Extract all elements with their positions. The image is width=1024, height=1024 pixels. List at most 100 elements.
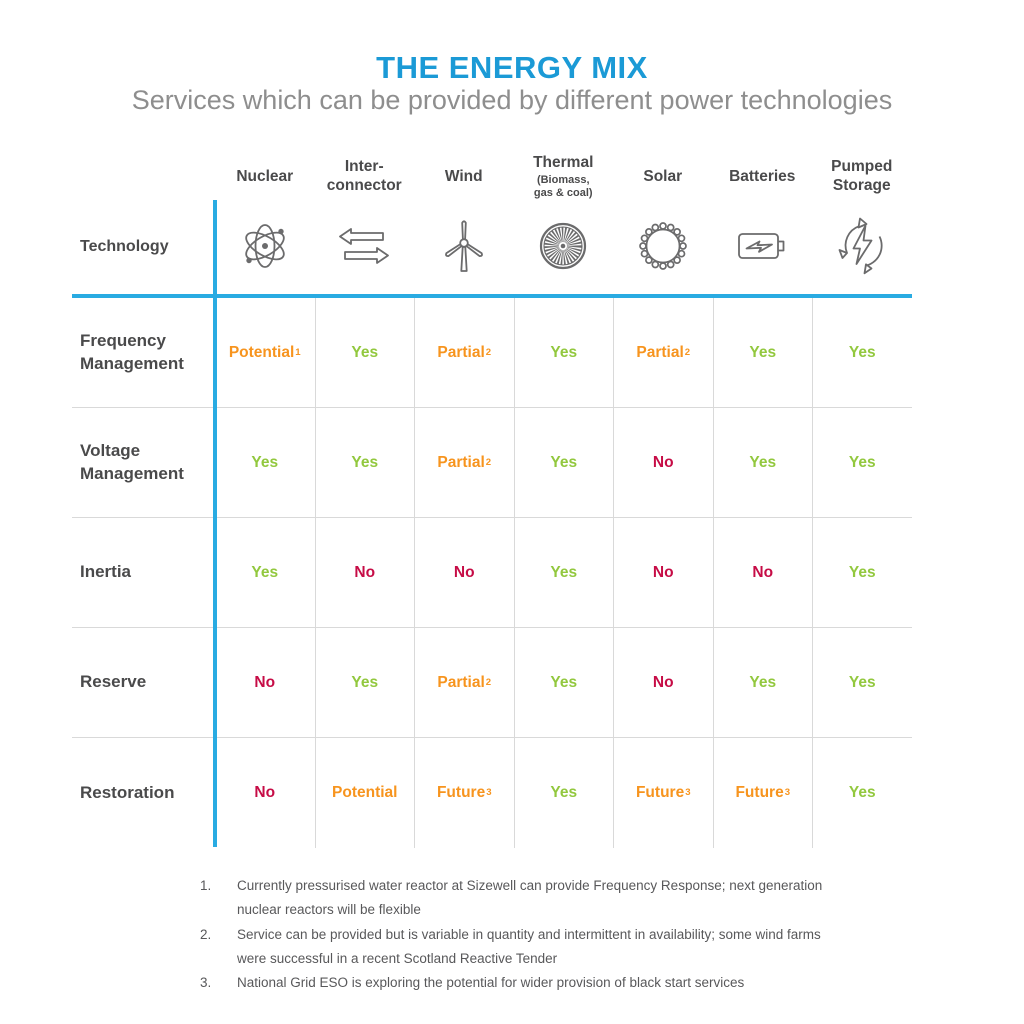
cell-value: Yes: [749, 673, 777, 691]
cell-value: Partial: [636, 343, 684, 361]
cell-inertia-solar: No: [613, 518, 713, 628]
cell-inertia-wind: No: [414, 518, 514, 628]
cell-value: Yes: [749, 453, 777, 471]
sun-icon: [638, 222, 687, 270]
cell-voltage-management-thermal: Yes: [513, 408, 613, 518]
row-label-voltage-management: Voltage Management: [72, 408, 215, 518]
cell-restoration-solar: Future 3: [613, 738, 713, 848]
column-icon-box: [233, 206, 297, 294]
battery-icon: [738, 233, 785, 259]
column-header-text: Thermal (Biomass, gas & coal): [533, 148, 593, 206]
page-title: THE ENERGY MIX: [376, 50, 648, 85]
cell-value: Future: [436, 784, 486, 801]
row-label-inertia: Inertia: [72, 518, 215, 628]
cell-restoration-thermal: Yes: [513, 738, 614, 848]
cell-value: Future: [735, 784, 784, 801]
footnote-number: 3.: [200, 975, 212, 991]
column-header-text: Inter- connector: [327, 148, 402, 206]
column-header-pumped-storage: Pumped Storage: [812, 140, 912, 298]
column-header-inter-connector: Inter- connector: [314, 140, 414, 298]
column-icon-box: [531, 206, 595, 294]
row-label-reserve: Reserve: [72, 628, 215, 738]
cell-reserve-pumped-storage: Yes: [812, 628, 912, 738]
cell-inertia-batteries: No: [712, 518, 812, 628]
column-subtitle: (Biomass, gas & coal): [533, 174, 593, 200]
cell-value: Partial: [437, 343, 485, 361]
cell-value: Yes: [550, 453, 578, 471]
cell-frequency-management-batteries: Yes: [712, 298, 812, 408]
cell-voltage-management-nuclear: Yes: [215, 408, 315, 518]
cell-value: Yes: [251, 453, 279, 471]
footnote-text: National Grid ESO is exploring the poten…: [237, 975, 745, 991]
cell-inertia-nuclear: Yes: [215, 518, 315, 628]
column-icon-box: [730, 206, 794, 294]
cell-frequency-management-solar: Partial 2: [613, 298, 713, 408]
cell-frequency-management-wind: Partial 2: [414, 298, 514, 408]
cell-frequency-management-nuclear: Potential 1: [215, 298, 315, 408]
column-icon-box: [631, 206, 695, 294]
atom-icon: [245, 224, 285, 268]
cell-reserve-inter-connector: Yes: [314, 628, 414, 738]
cell-value: No: [254, 784, 276, 801]
cell-value: Yes: [848, 343, 876, 361]
column-icon-box: [432, 206, 496, 294]
cell-inertia-pumped-storage: Yes: [812, 518, 912, 628]
column-header-nuclear: Nuclear: [215, 140, 315, 298]
cell-value: Yes: [351, 343, 379, 361]
column-icon-box: [830, 206, 894, 294]
cell-value: No: [752, 563, 774, 581]
cell-voltage-management-inter-connector: Yes: [314, 408, 414, 518]
row-label-frequency-management: Frequency Management: [72, 298, 215, 408]
cell-frequency-management-pumped-storage: Yes: [812, 298, 912, 408]
column-icon-box: [332, 206, 396, 294]
energy-services-table: Technology Nuclear Inter- connector Wind …: [72, 140, 913, 848]
cell-voltage-management-wind: Partial 2: [414, 408, 514, 518]
cell-frequency-management-inter-connector: Yes: [314, 298, 414, 408]
footnote-number: 2.: [200, 926, 212, 942]
column-header-thermal: Thermal (Biomass, gas & coal): [513, 140, 613, 298]
page-subtitle: Services which can be provided by differ…: [131, 85, 893, 115]
footnote-text: Service can be provided but is variable …: [237, 926, 821, 966]
column-header-text: Solar: [643, 148, 682, 206]
column-title: Thermal: [533, 153, 594, 171]
vertical-accent-line: [213, 200, 217, 847]
cell-value: No: [453, 563, 475, 581]
table-grid: Technology Nuclear Inter- connector Wind …: [72, 140, 913, 848]
cell-value: Yes: [848, 673, 876, 691]
footnote-text: Currently pressurised water reactor at S…: [237, 878, 823, 918]
cell-reserve-batteries: Yes: [712, 628, 812, 738]
cell-value: Potential: [332, 784, 398, 801]
column-header-text: Wind: [445, 148, 483, 206]
cell-frequency-management-thermal: Yes: [513, 298, 613, 408]
cell-restoration-inter-connector: Potential: [314, 738, 415, 848]
cell-value: No: [652, 563, 674, 581]
technology-label: Technology: [80, 238, 169, 255]
cell-reserve-wind: Partial 2: [414, 628, 514, 738]
cell-inertia-thermal: Yes: [513, 518, 613, 628]
cell-value: Yes: [550, 343, 578, 361]
column-title: Batteries: [729, 167, 796, 185]
column-header-solar: Solar: [613, 140, 713, 298]
cell-value: Yes: [848, 784, 876, 801]
cell-value: Partial: [437, 453, 485, 471]
cell-value: No: [354, 563, 376, 581]
cell-value: No: [652, 453, 674, 471]
cell-value: Yes: [550, 673, 578, 691]
cell-value: Yes: [550, 563, 578, 581]
column-title: Pumped Storage: [831, 158, 893, 194]
cell-value: No: [254, 673, 276, 691]
column-title: Wind: [444, 167, 483, 185]
footnotes-list: 1. Currently pressurised water reactor at…: [200, 874, 845, 995]
cell-restoration-pumped-storage: Yes: [812, 738, 912, 848]
wind-turbine-icon: [444, 220, 483, 272]
cell-reserve-solar: No: [613, 628, 713, 738]
column-title: Nuclear: [236, 167, 294, 185]
column-header-text: Batteries: [729, 148, 795, 206]
cell-voltage-management-solar: No: [613, 408, 713, 518]
cell-restoration-batteries: Future 3: [712, 738, 813, 848]
cell-value: Yes: [749, 343, 777, 361]
cell-voltage-management-pumped-storage: Yes: [812, 408, 912, 518]
cell-reserve-nuclear: No: [215, 628, 315, 738]
cell-value: Potential: [228, 343, 295, 361]
